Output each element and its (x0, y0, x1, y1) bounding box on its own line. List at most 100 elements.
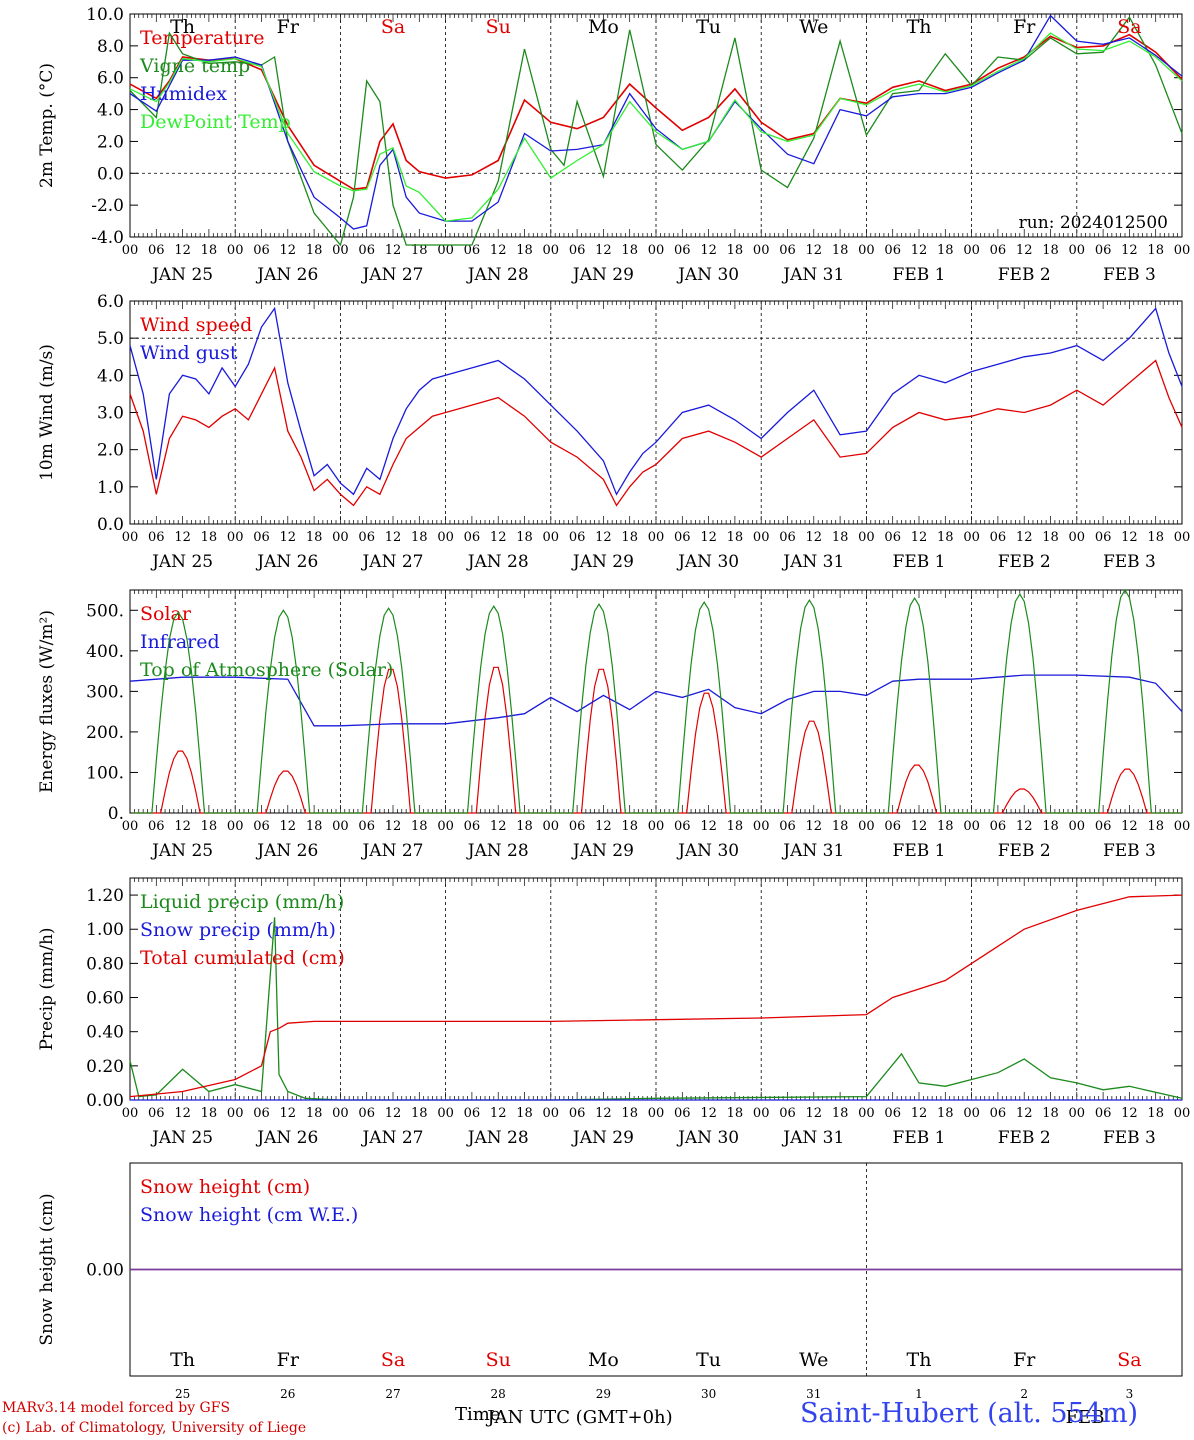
x-date-label: JAN 28 (466, 1128, 529, 1148)
x-hour-label: 06 (569, 819, 586, 834)
x-date-label: JAN 26 (255, 841, 318, 861)
x-hour-label: 18 (306, 819, 323, 834)
y-tick-label: 300. (86, 682, 124, 702)
x-hour-label: 00 (332, 530, 349, 545)
x-date-label: JAN 27 (360, 552, 423, 572)
x-hour-label: 12 (1016, 530, 1033, 545)
y-tick-label: 2.0 (97, 132, 124, 152)
legend-series-snow-height-cm-w-e-: Snow height (cm W.E.) (140, 1204, 358, 1226)
x-hour-label: 00 (1174, 1106, 1191, 1121)
x-date-label: JAN 29 (571, 552, 634, 572)
y-tick-label: 0.20 (86, 1057, 124, 1077)
weekday-label-top: Su (486, 16, 511, 38)
x-hour-label: 00 (753, 243, 770, 258)
x-date-label: JAN 28 (466, 552, 529, 572)
legend-series-dewpoint-temp: DewPoint Temp (140, 111, 291, 133)
x-hour-label: 18 (937, 819, 954, 834)
x-hour-label: 18 (727, 819, 744, 834)
x-hour-label: 18 (516, 1106, 533, 1121)
x-hour-label: 12 (385, 1106, 402, 1121)
x-hour-label: 06 (148, 243, 165, 258)
weekday-label-top: Mo (588, 16, 619, 38)
x-date-label: FEB 3 (1103, 841, 1156, 861)
x-hour-label: 06 (148, 819, 165, 834)
x-hour-label: 06 (569, 530, 586, 545)
x-hour-label: 12 (1016, 819, 1033, 834)
credit-lab: (c) Lab. of Climatology, University of L… (2, 1420, 307, 1436)
x-hour-label: 00 (648, 1106, 665, 1121)
x-hour-label: 00 (858, 819, 875, 834)
series-liquid-precip-mm-h- (129, 917, 1183, 1101)
x-hour-label: 00 (963, 530, 980, 545)
x-hour-label: 12 (595, 530, 612, 545)
x-hour-label: 06 (569, 243, 586, 258)
y-axis-label: 2m Temp. (°C) (37, 63, 57, 188)
y-tick-label: 6.0 (97, 69, 124, 89)
weekday-label-bottom: Fr (277, 1349, 300, 1371)
x-hour-label: 12 (280, 819, 297, 834)
x-hour-label: 00 (1069, 530, 1086, 545)
x-hour-label: 18 (201, 243, 218, 258)
y-tick-label: 0.40 (86, 1023, 124, 1043)
x-hour-label: 18 (201, 819, 218, 834)
x-hour-label: 18 (832, 243, 849, 258)
weekday-label-top: Fr (277, 16, 300, 38)
x-date-label: FEB 2 (998, 841, 1051, 861)
legend-series-liquid-precip-mm-h-: Liquid precip (mm/h) (140, 891, 344, 913)
x-hour-label: 12 (700, 530, 717, 545)
x-hour-label: 12 (700, 243, 717, 258)
weekday-label-bottom: We (799, 1349, 828, 1371)
x-hour-label: 12 (806, 819, 823, 834)
y-axis-label: Snow height (cm) (37, 1193, 57, 1345)
x-hour-label: 06 (990, 243, 1007, 258)
x-hour-label: 00 (648, 819, 665, 834)
x-hour-label: 00 (963, 819, 980, 834)
x-hour-label: 18 (1042, 530, 1059, 545)
x-hour-label: 00 (227, 243, 244, 258)
x-date-label: JAN 29 (571, 265, 634, 285)
x-date-label: JAN 30 (676, 265, 739, 285)
x-hour-label: 00 (1174, 819, 1191, 834)
legend-series-temperature: Temperature (140, 27, 264, 49)
x-date-label: JAN 26 (255, 265, 318, 285)
x-date-label: JAN 31 (781, 552, 844, 572)
x-hour-label: 12 (1121, 243, 1138, 258)
x-hour-label: 06 (884, 530, 901, 545)
x-hour-label: 12 (595, 243, 612, 258)
x-hour-label: 18 (201, 530, 218, 545)
x-hour-label: 12 (911, 530, 928, 545)
series-dewpoint-temp (129, 32, 1183, 222)
x-hour-label: 06 (358, 243, 375, 258)
x-hour-label: 18 (411, 1106, 428, 1121)
x-hour-label: 00 (543, 243, 560, 258)
legend-series-top-of-atmosphere-solar-: Top of Atmosphere (Solar) (140, 659, 393, 681)
x-date-label: FEB 2 (998, 1128, 1051, 1148)
series-wind-speed (129, 359, 1183, 507)
x-date-label: JAN 31 (781, 1128, 844, 1148)
x-hour-label: 00 (1174, 243, 1191, 258)
x-hour-label: 06 (253, 1106, 270, 1121)
day-number-label: 31 (806, 1387, 821, 1401)
series-vigne-temp (129, 16, 1183, 247)
x-hour-label: 18 (411, 243, 428, 258)
x-hour-label: 00 (437, 530, 454, 545)
x-hour-label: 06 (464, 243, 481, 258)
x-date-label: JAN 28 (466, 265, 529, 285)
x-hour-label: 06 (779, 819, 796, 834)
weekday-label-bottom: Sa (1117, 1349, 1141, 1371)
x-date-label: JAN 26 (255, 552, 318, 572)
x-hour-label: 18 (937, 530, 954, 545)
x-hour-label: 00 (648, 530, 665, 545)
x-date-label: JAN 27 (360, 841, 423, 861)
x-hour-label: 06 (779, 1106, 796, 1121)
x-hour-label: 00 (437, 243, 454, 258)
x-hour-label: 00 (332, 819, 349, 834)
y-tick-label: 1.20 (86, 886, 124, 906)
x-hour-label: 00 (543, 1106, 560, 1121)
y-tick-label: 1.0 (97, 478, 124, 498)
x-hour-label: 12 (911, 819, 928, 834)
x-date-label: JAN 25 (150, 1128, 213, 1148)
x-date-label: JAN 27 (360, 265, 423, 285)
x-hour-label: 18 (1147, 530, 1164, 545)
day-number-label: 26 (280, 1387, 295, 1401)
